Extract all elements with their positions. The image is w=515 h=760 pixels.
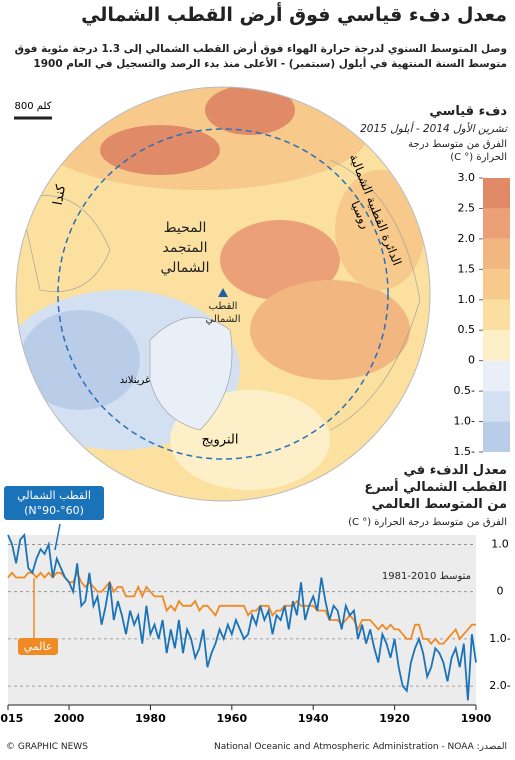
x-tick-label: 1920	[379, 712, 410, 725]
x-tick-label: 1940	[298, 712, 329, 725]
legend-leader	[54, 523, 61, 551]
tick-label: 2.0	[458, 232, 476, 245]
tick-label: 0	[468, 354, 475, 367]
tick-label: 0.5	[458, 323, 476, 336]
y-tick-label: 1.0	[491, 537, 509, 550]
legend-note: الفرق من متوسط درجة الحرارة (° C)	[408, 139, 507, 163]
tick-label: 3.0	[458, 171, 476, 184]
tick-label: 2.5	[458, 201, 476, 214]
line-subtitle: الفرق من متوسط درجة الحرارة (° C)	[348, 517, 507, 528]
color-bin	[483, 238, 510, 270]
title: معدل دفء قياسي فوق أرض القطب الشمالي	[81, 4, 507, 26]
color-bin	[483, 178, 510, 209]
x-tick-label: 1900	[461, 712, 492, 725]
plot-bg	[8, 535, 476, 705]
color-bin	[483, 269, 510, 300]
map-label: النرويج	[202, 433, 239, 448]
map-edge	[15, 86, 431, 502]
y-tick-label: 1.0-	[489, 632, 510, 645]
arctic-circle	[57, 128, 389, 460]
tick-label: 1.5	[458, 262, 476, 275]
x-tick-label: 2015	[0, 712, 23, 725]
color-bin	[483, 208, 510, 239]
line-title: معدل الدفء في القطب الشمالي أسرع من المت…	[364, 463, 507, 512]
legend-title: دفء قياسي	[429, 104, 507, 119]
y-tick-label: 0	[497, 585, 504, 598]
legend-entry: القطب الشمالي (60°-90°N)	[4, 486, 104, 520]
subtitle: وصل المتوسط السنوي لدرجة حرارة الهواء فو…	[14, 43, 507, 70]
x-tick-label: 2000	[54, 712, 85, 725]
map-label: المحيط المتجمد الشمالي	[160, 220, 210, 276]
map-label: القطب الشمالي	[205, 301, 241, 325]
color-bin	[483, 299, 510, 331]
x-tick-label: 1960	[217, 712, 248, 725]
color-bin	[483, 421, 510, 452]
map-label: كندا	[51, 183, 69, 207]
scale-label: 800 كلم	[15, 101, 52, 112]
credit: © GRAPHIC NEWS	[6, 742, 88, 752]
color-bin	[483, 330, 510, 361]
x-tick-label: 1980	[135, 712, 166, 725]
tick-label: 1.0	[458, 293, 476, 306]
legend-subtitle: تشرين الأول 2014 - أيلول 2015	[360, 123, 507, 135]
series-line	[7, 570, 476, 645]
pole-marker	[218, 288, 228, 297]
legend-entry: عالمي	[18, 638, 58, 655]
tick-label: 0.5-	[454, 384, 475, 397]
series-line	[7, 532, 477, 701]
tick-label: 1.0-	[454, 415, 475, 428]
color-bin	[483, 360, 510, 392]
tick-label: 1.5-	[454, 445, 475, 458]
source: المصدر: National Oceanic and Atmospheric…	[214, 742, 507, 752]
map-label: غرينلاند	[120, 375, 151, 386]
color-bin	[483, 391, 510, 422]
annotation: متوسط 2010-1981	[381, 571, 471, 582]
y-tick-label: 2.0-	[489, 679, 510, 692]
